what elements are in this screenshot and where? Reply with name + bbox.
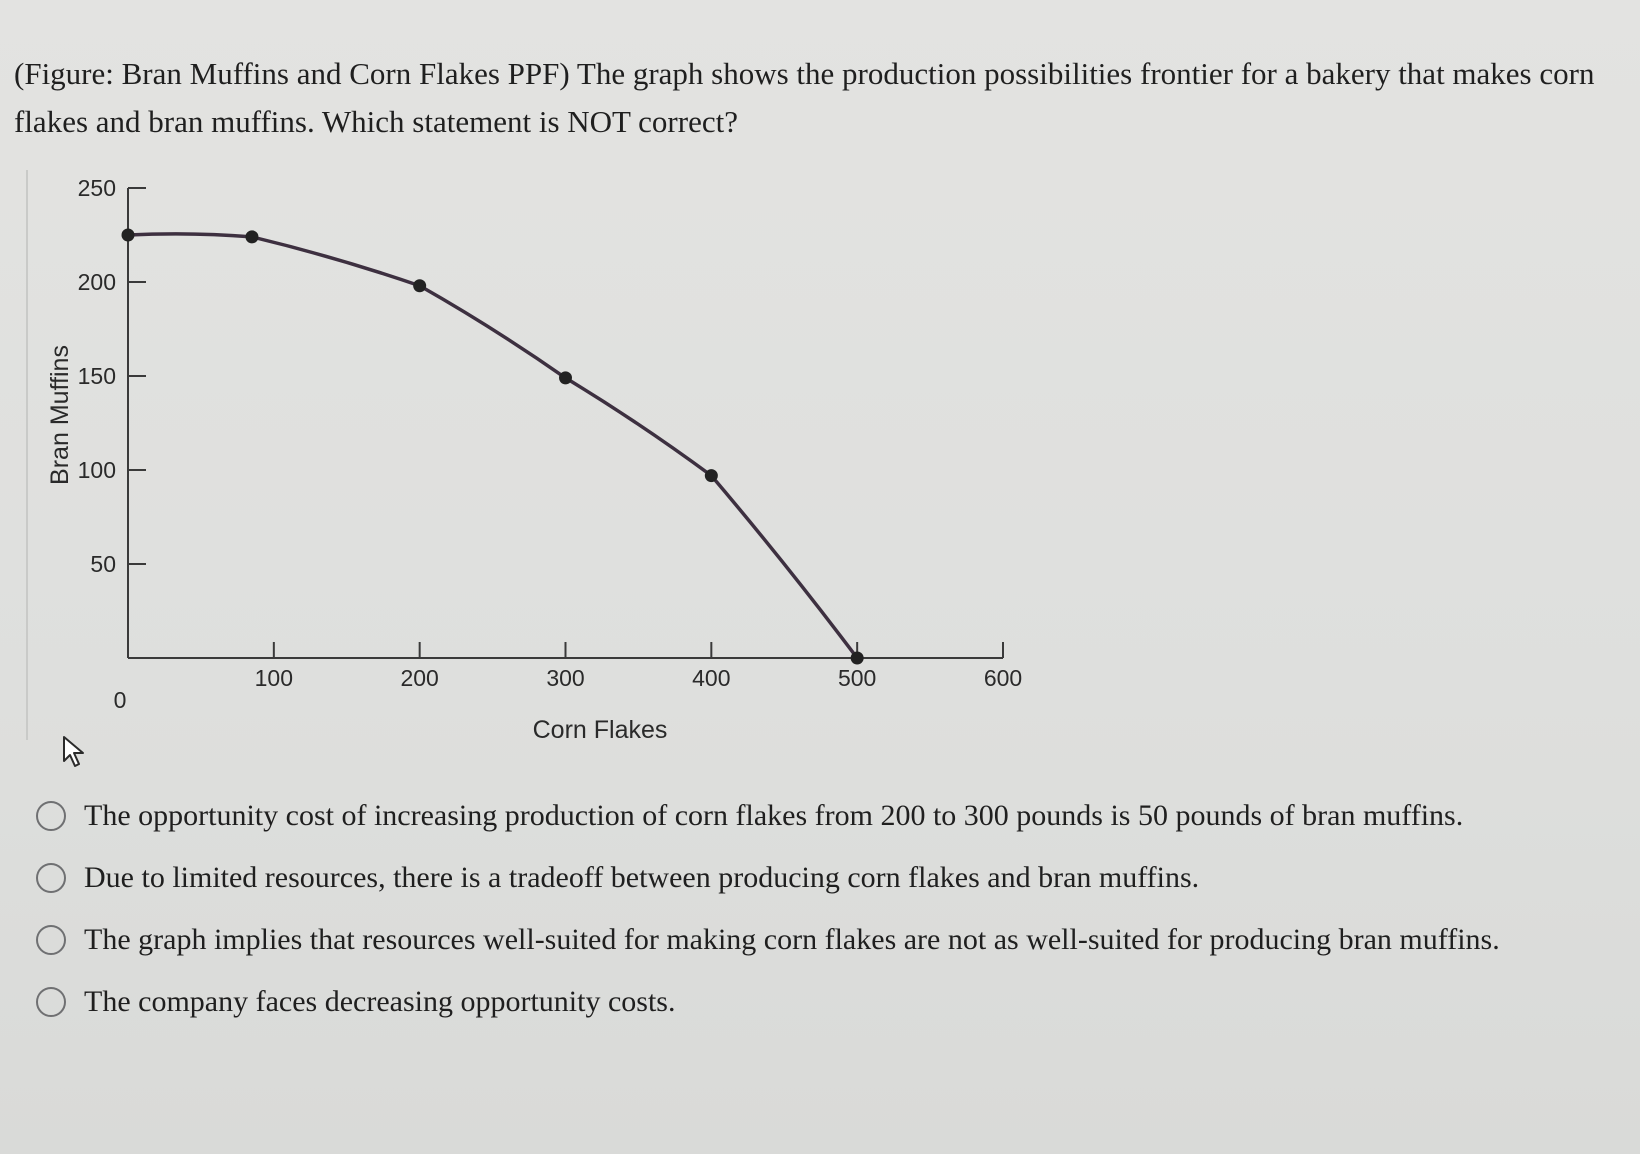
ppf-point [245, 230, 259, 244]
x-tick-label: 400 [692, 665, 730, 691]
y-tick-label: 150 [78, 363, 116, 389]
option-label: The opportunity cost of increasing produ… [84, 799, 1464, 832]
radio-icon[interactable] [36, 801, 66, 831]
y-tick-label: 100 [78, 457, 116, 483]
y-tick-label: 50 [90, 551, 116, 577]
x-tick-label: 600 [984, 665, 1022, 691]
mouse-pointer-icon [63, 736, 84, 767]
y-tick-label: 250 [78, 175, 116, 201]
ppf-point [850, 651, 864, 665]
answer-options: The opportunity cost of increasing produ… [36, 785, 1500, 1033]
y-tick-label: 200 [78, 269, 116, 295]
answer-option-3[interactable]: The graph implies that resources well-su… [36, 909, 1500, 971]
x-axis-label: Corn Flakes [533, 716, 668, 744]
radio-icon[interactable] [36, 987, 66, 1017]
question-text: (Figure: Bran Muffins and Corn Flakes PP… [14, 56, 1595, 139]
x-tick-label: 200 [400, 665, 438, 691]
origin-label: 0 [114, 687, 127, 713]
ppf-curve [127, 232, 859, 660]
y-axis-label: Bran Muffins [46, 345, 74, 485]
ppf-point [413, 279, 427, 293]
answer-option-1[interactable]: The opportunity cost of increasing produ… [36, 785, 1500, 847]
option-label: Due to limited resources, there is a tra… [84, 861, 1200, 894]
x-tick-label: 100 [255, 665, 293, 691]
x-tick-label: 500 [838, 665, 876, 691]
ppf-point [704, 469, 718, 483]
answer-option-4[interactable]: The company faces decreasing opportunity… [36, 971, 1500, 1033]
ppf-chart: Bran Muffins Corn Flakes 0 50 100 150 200 25… [46, 175, 1022, 744]
option-label: The company faces decreasing opportunity… [84, 985, 676, 1018]
radio-icon[interactable] [36, 925, 66, 955]
answer-option-2[interactable]: Due to limited resources, there is a tra… [36, 847, 1500, 909]
chart-panel [26, 170, 1108, 740]
ppf-point [559, 371, 572, 385]
x-tick-label: 300 [546, 665, 584, 691]
ppf-point [121, 228, 135, 242]
option-label: The graph implies that resources well-su… [84, 923, 1500, 956]
radio-icon[interactable] [36, 863, 66, 893]
